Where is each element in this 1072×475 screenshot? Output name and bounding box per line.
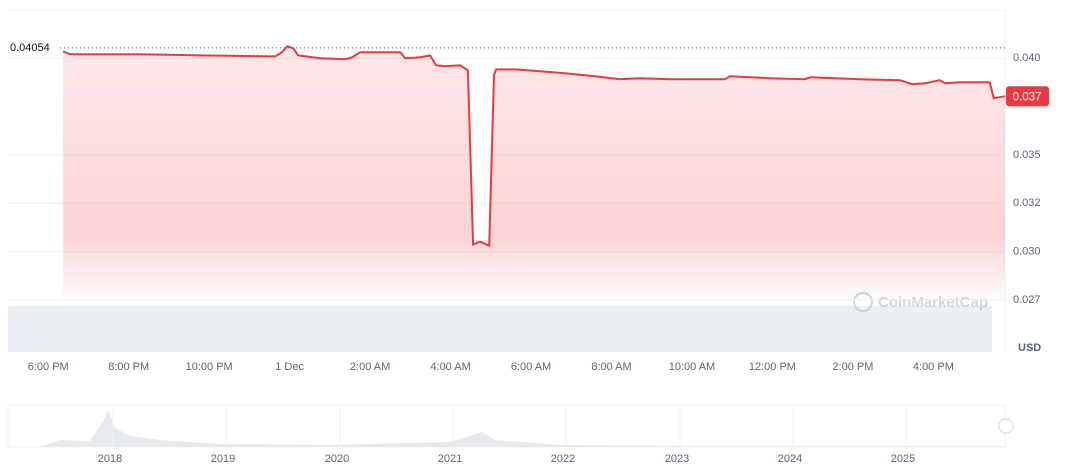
y-tick-label: 0.040 [1013, 52, 1041, 64]
x-tick-label: 6:00 PM [28, 361, 69, 373]
y-tick-label: 0.027 [1013, 294, 1041, 306]
navigator-year-label: 2022 [551, 453, 575, 465]
x-tick-label: 2:00 AM [350, 361, 390, 373]
price-line [62, 45, 1006, 247]
price-area [63, 46, 1006, 300]
x-tick-label: 12:00 PM [749, 361, 796, 373]
navigator-year-label: 2020 [325, 453, 349, 465]
navigator-year-label: 2018 [98, 453, 122, 465]
y-tick-label: 0.032 [1013, 197, 1041, 209]
navigator-year-label: 2023 [665, 453, 689, 465]
navigator [7, 404, 1006, 448]
x-tick-label: 4:00 AM [430, 361, 470, 373]
x-tick-label: 4:00 PM [913, 361, 954, 373]
reference-label: 0.04054 [10, 42, 50, 54]
navigator-year-label: 2019 [211, 453, 235, 465]
navigator-year-label: 2024 [778, 453, 802, 465]
x-tick-label: 1 Dec [275, 361, 304, 373]
y-tick-label: 0.035 [1013, 149, 1041, 161]
x-tick-label: 8:00 AM [591, 361, 631, 373]
price-badge-label: 0.037 [1013, 91, 1042, 103]
volume-band [8, 306, 992, 352]
navigator-year-label: 2021 [438, 453, 462, 465]
navigator-year-label: 2025 [891, 453, 915, 465]
x-tick-label: 6:00 AM [511, 361, 551, 373]
unit-label: USD [1018, 342, 1041, 354]
navigator-handle[interactable] [998, 418, 1014, 434]
price-badge [1006, 86, 1049, 107]
x-tick-label: 8:00 PM [108, 361, 149, 373]
navigator-history [40, 410, 1005, 447]
x-tick-label: 10:00 AM [669, 361, 715, 373]
y-tick-label: 0.030 [1013, 246, 1041, 258]
x-tick-label: 10:00 PM [186, 361, 233, 373]
x-tick-label: 2:00 PM [832, 361, 873, 373]
